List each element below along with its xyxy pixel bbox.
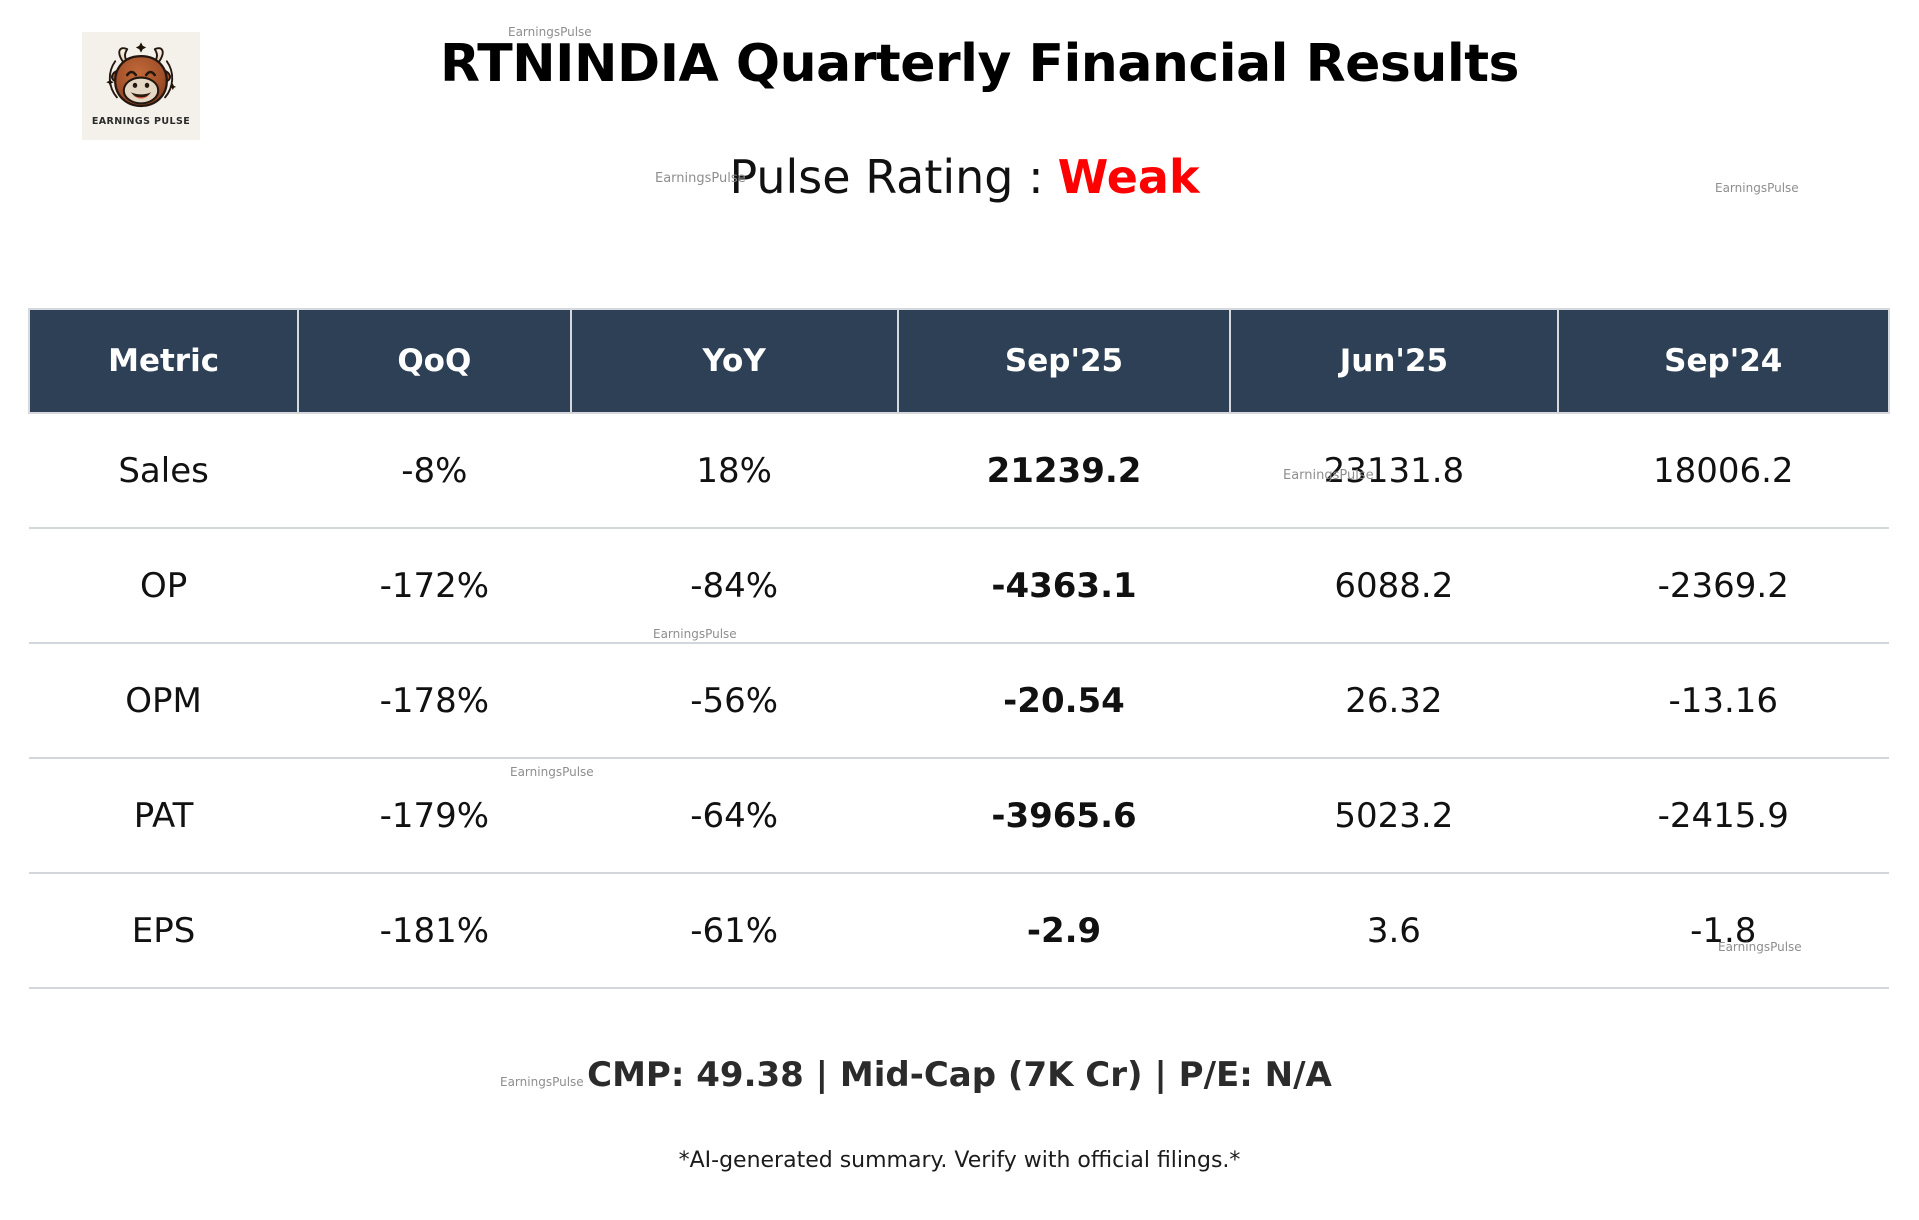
cell-sales-sep25: 21239.2 [897, 413, 1231, 529]
column-header-metric: Metric [27, 308, 300, 414]
column-header-sep25: Sep'25 [897, 308, 1232, 414]
financial-results-table: Metric QoQ YoY Sep'25 Jun'25 Sep'24 Sale… [27, 308, 1890, 989]
disclaimer-text: *AI-generated summary. Verify with offic… [678, 1148, 1241, 1173]
cell-eps-yoy: -61% [570, 873, 898, 989]
cell-op-qoq: -172% [298, 528, 571, 644]
cell-sales-qoq: -8% [298, 413, 571, 529]
cell-eps-sep24: -1.8 [1557, 873, 1889, 989]
row-metric-opm: OPM [29, 643, 299, 759]
cell-opm-yoy: -56% [570, 643, 898, 759]
cell-op-jun25: 6088.2 [1230, 528, 1558, 644]
cell-pat-sep25: -3965.6 [897, 758, 1231, 874]
cell-pat-qoq: -179% [298, 758, 571, 874]
bull-mascot-icon [106, 42, 177, 108]
column-header-jun25: Jun'25 [1230, 308, 1559, 414]
cell-eps-qoq: -181% [298, 873, 571, 989]
row-metric-op: OP [29, 528, 299, 644]
column-header-qoq: QoQ [298, 308, 572, 414]
page-title: RTNINDIA Quarterly Financial Results [439, 34, 1520, 94]
cmp-summary-line: CMP: 49.38 | Mid-Cap (7K Cr) | P/E: N/A [587, 1055, 1332, 1095]
cell-op-sep25: -4363.1 [897, 528, 1231, 644]
cell-pat-sep24: -2415.9 [1557, 758, 1889, 874]
table-row: OPM -178% -56% -20.54 26.32 -13.16 [29, 643, 1889, 759]
table-row: EPS -181% -61% -2.9 3.6 -1.8 [29, 873, 1889, 989]
brand-logo: EARNINGS PULSE [82, 32, 200, 140]
table-row: PAT -179% -64% -3965.6 5023.2 -2415.9 [29, 758, 1889, 874]
cell-opm-qoq: -178% [298, 643, 571, 759]
cell-opm-jun25: 26.32 [1230, 643, 1558, 759]
pulse-rating: Pulse Rating : Weak [0, 150, 1919, 204]
row-metric-eps: EPS [29, 873, 299, 989]
table-row: Sales -8% 18% 21239.2 23131.8 18006.2 [29, 413, 1889, 529]
row-metric-pat: PAT [29, 758, 299, 874]
cell-op-sep24: -2369.2 [1557, 528, 1889, 644]
cell-sales-sep24: 18006.2 [1557, 413, 1889, 529]
cell-sales-jun25: 23131.8 [1230, 413, 1558, 529]
cell-opm-sep24: -13.16 [1557, 643, 1889, 759]
cell-opm-sep25: -20.54 [897, 643, 1231, 759]
brand-logo-text: EARNINGS PULSE [91, 116, 191, 127]
cell-eps-jun25: 3.6 [1230, 873, 1558, 989]
column-header-sep24: Sep'24 [1557, 308, 1890, 414]
column-header-yoy: YoY [570, 308, 899, 414]
cell-eps-sep25: -2.9 [897, 873, 1231, 989]
cell-pat-yoy: -64% [570, 758, 898, 874]
cell-sales-yoy: 18% [570, 413, 898, 529]
cell-pat-jun25: 5023.2 [1230, 758, 1558, 874]
row-metric-sales: Sales [29, 413, 299, 529]
table-row: OP -172% -84% -4363.1 6088.2 -2369.2 [29, 528, 1889, 644]
cell-op-yoy: -84% [570, 528, 898, 644]
pulse-rating-value: Weak [1057, 150, 1200, 204]
table-header-row: Metric QoQ YoY Sep'25 Jun'25 Sep'24 [27, 308, 1890, 414]
pulse-rating-label: Pulse Rating : [729, 150, 1044, 204]
